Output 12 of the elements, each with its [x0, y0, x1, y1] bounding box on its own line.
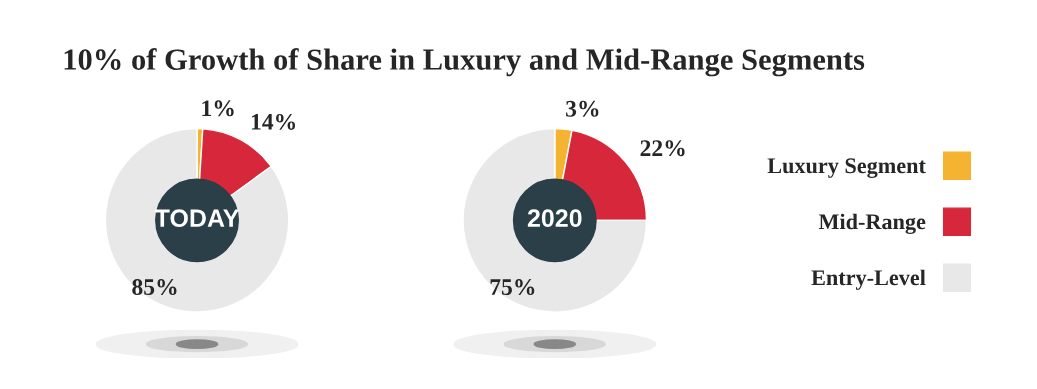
data-label: 3%	[566, 100, 599, 117]
chart-title: 10% of Growth of Share in Luxury and Mid-Range Segments	[64, 48, 865, 77]
data-label: 85%	[132, 279, 177, 296]
legend-label: Entry-Level	[811, 269, 926, 290]
text: TODAY	[154, 209, 240, 228]
data-label: 1%	[202, 100, 234, 117]
legend-label: Luxury Segment	[767, 158, 926, 178]
text: 2020	[527, 209, 582, 228]
legend-label: Mid-Range	[818, 213, 926, 234]
data-label: 75%	[490, 279, 535, 296]
data-label: 22%	[640, 140, 685, 157]
data-label: 14%	[251, 113, 296, 130]
